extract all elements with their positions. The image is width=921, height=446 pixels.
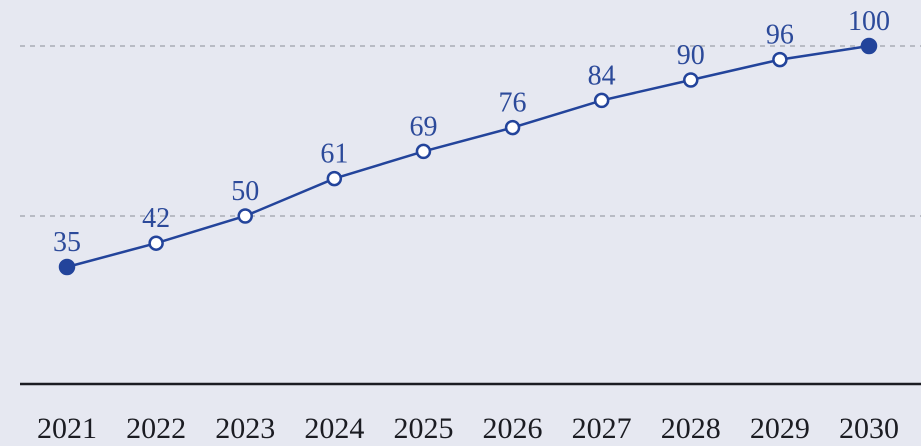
data-label-2025: 69 [409,111,437,142]
data-point-2027 [593,92,610,109]
data-labels: 35 42 50 61 69 76 84 90 96 100 [53,6,890,258]
data-label-2024: 61 [320,139,348,170]
data-label-2027: 84 [588,60,616,91]
data-point-2025 [415,143,432,160]
data-point-2022 [148,235,164,251]
data-label-2023: 50 [231,176,259,207]
data-point-2026 [504,119,521,136]
x-tick-label-2024: 2024 [304,412,364,445]
x-tick-label-2021: 2021 [37,412,97,445]
data-label-2029: 96 [766,20,794,51]
data-label-2021: 35 [53,227,81,258]
data-point-2029 [772,51,788,68]
series-line [66,44,870,269]
x-tick-label-2029: 2029 [750,412,810,445]
x-tick-label-2030: 2030 [839,412,899,445]
data-label-2028: 90 [677,40,705,71]
x-tick-label-2028: 2028 [661,412,721,445]
x-tick-label-2023: 2023 [215,412,275,445]
x-tick-label-2025: 2025 [393,412,453,445]
data-label-2022: 42 [142,203,170,234]
data-points [58,37,878,276]
data-label-2026: 76 [499,88,527,119]
data-point-2021 [58,258,76,276]
x-tick-labels: 2021 2022 2023 2024 2025 2026 2027 2028 2029 2030 [37,412,899,445]
data-label-2030: 100 [848,6,890,37]
x-tick-label-2022: 2022 [126,412,186,445]
x-tick-label-2027: 2027 [572,412,632,445]
data-point-2028 [683,72,699,88]
data-point-2030 [860,37,878,55]
x-tick-label-2026: 2026 [483,412,543,445]
data-point-2023 [237,208,253,224]
gridlines [20,45,921,217]
data-point-2024 [326,170,343,187]
